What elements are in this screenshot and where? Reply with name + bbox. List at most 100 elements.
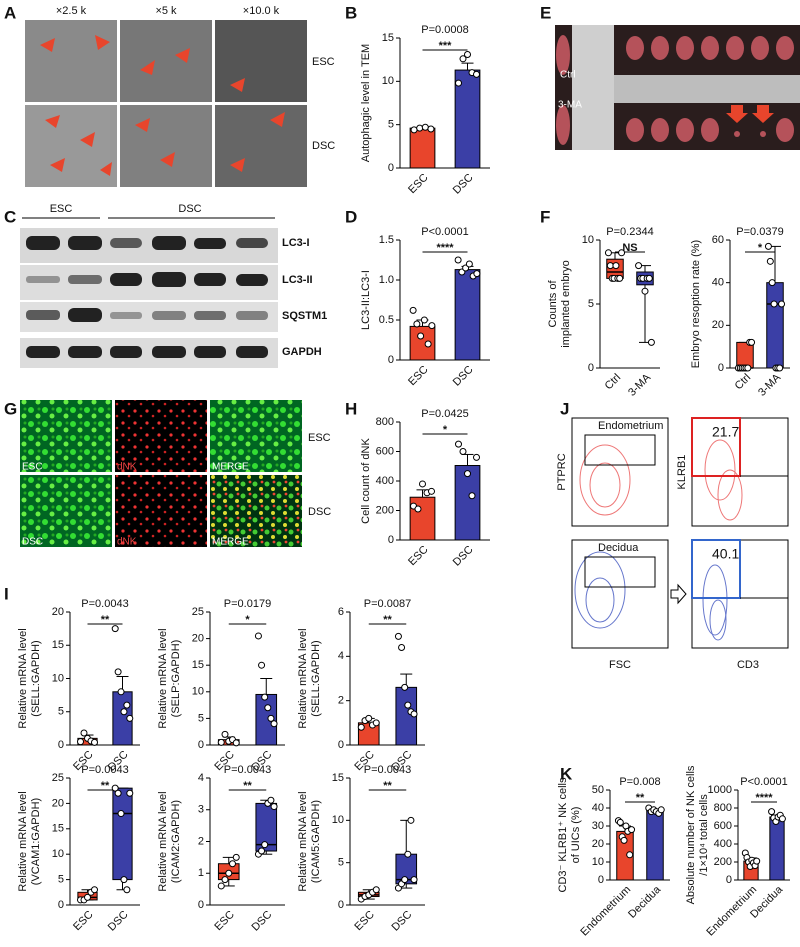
y-tick-label: 0: [388, 354, 394, 366]
data-point: [270, 803, 278, 811]
gate: [584, 434, 656, 466]
tem-image: [215, 105, 307, 187]
y-axis-label: (ICAM5:GAPDH): [310, 800, 322, 883]
shape: [194, 273, 226, 286]
data-point: [626, 851, 634, 859]
y-axis-label: /1×10⁴ total cells: [698, 794, 710, 876]
data-point: [753, 857, 761, 865]
data-point: [744, 364, 752, 372]
data-point: [424, 340, 432, 348]
data-point: [473, 453, 480, 461]
p-value: P=0.0043: [81, 764, 128, 776]
flow-frame: [571, 417, 669, 527]
shape: [194, 311, 226, 320]
y-tick-label: 5: [338, 857, 344, 869]
data-point: [748, 338, 756, 346]
shape: [152, 346, 186, 358]
box: [736, 341, 754, 369]
shape: [585, 577, 615, 623]
x-tick-label: Decidua: [626, 883, 664, 921]
tem-image: [25, 20, 117, 102]
y-tick-label: 20: [52, 606, 64, 618]
data-point: [123, 701, 131, 709]
data-point: [465, 260, 473, 268]
y-tick-label: 30: [592, 820, 604, 832]
y-tick-label: 1000: [708, 784, 732, 796]
data-point: [401, 876, 409, 884]
if-image: [210, 475, 302, 547]
y-tick-label: 20: [712, 319, 724, 331]
data-point: [77, 738, 84, 746]
y-tick-label: 25: [52, 772, 64, 784]
data-point: [261, 841, 269, 849]
y-tick-label: 10: [592, 856, 604, 868]
y-tick-label: 20: [592, 838, 604, 850]
data-point: [768, 279, 776, 287]
data-point: [428, 487, 435, 495]
y-tick-label: 15: [332, 772, 344, 784]
shape: [556, 35, 570, 75]
magnification: ×5 k: [155, 5, 177, 17]
blot-bands: [26, 236, 268, 358]
row-label: DSC: [308, 506, 331, 518]
tem-image: [25, 105, 117, 187]
y-axis-label: Counts of: [547, 280, 559, 328]
shape: [26, 346, 60, 358]
band-label: LC3-II: [282, 274, 313, 286]
channel-label: dNK: [117, 462, 137, 473]
y-axis-label: Autophagic level in TEM: [360, 44, 372, 162]
y-tick-label: 0: [338, 739, 344, 751]
data-point: [258, 661, 266, 669]
significance: ***: [439, 40, 453, 52]
data-point: [232, 739, 240, 747]
data-point: [410, 876, 418, 884]
shape: [751, 36, 769, 60]
shape: [676, 36, 694, 60]
y-axis-label: Absolute number of NK cells: [685, 765, 697, 904]
data-point: [455, 440, 462, 448]
y-tick-label: 4: [198, 772, 204, 784]
y-axis-label: (ICAM2:GAPDH): [170, 800, 182, 883]
p-value: P=0.0179: [224, 598, 271, 610]
panel-label: F: [540, 207, 550, 226]
ruler: [572, 25, 614, 150]
y-tick-label: 600: [714, 820, 732, 832]
significance: *: [758, 242, 763, 254]
gate-value: 40.1: [712, 546, 739, 562]
shape: [589, 462, 621, 508]
y-tick-label: 20: [192, 633, 204, 645]
data-point: [410, 126, 418, 134]
channel-label: MERGE: [212, 462, 249, 473]
y-tick-label: 0: [338, 899, 344, 911]
channel-label: DSC: [22, 537, 43, 548]
data-point: [766, 257, 774, 265]
significance: ****: [755, 792, 773, 804]
data-point: [647, 338, 655, 346]
shape: [651, 118, 669, 142]
data-point: [114, 668, 122, 676]
y-axis-label: implanted embryo: [560, 260, 572, 347]
y-tick-label: 15: [52, 823, 64, 835]
x-tick-label: 3-MA: [756, 371, 784, 399]
y-tick-label: 0: [598, 874, 604, 886]
y-tick-label: 40: [712, 277, 724, 289]
sample-label: Decidua: [598, 542, 639, 554]
channel-label: ESC: [22, 462, 43, 473]
data-point: [768, 808, 776, 816]
data-point: [419, 480, 426, 488]
x-tick-label: DSC: [106, 909, 131, 934]
data-point: [417, 332, 425, 340]
tem-image: [120, 20, 212, 102]
x-tick-label: ESC: [212, 909, 237, 934]
data-point: [221, 730, 229, 738]
data-point: [459, 448, 467, 455]
western-blot: [20, 217, 278, 368]
significance: ****: [436, 242, 454, 254]
data-point: [778, 815, 786, 823]
data-point: [91, 738, 98, 746]
y-tick-label: 5: [58, 706, 64, 718]
if-image: [115, 475, 207, 547]
data-point: [657, 806, 665, 814]
data-point: [641, 287, 649, 295]
significance: **: [636, 792, 645, 804]
